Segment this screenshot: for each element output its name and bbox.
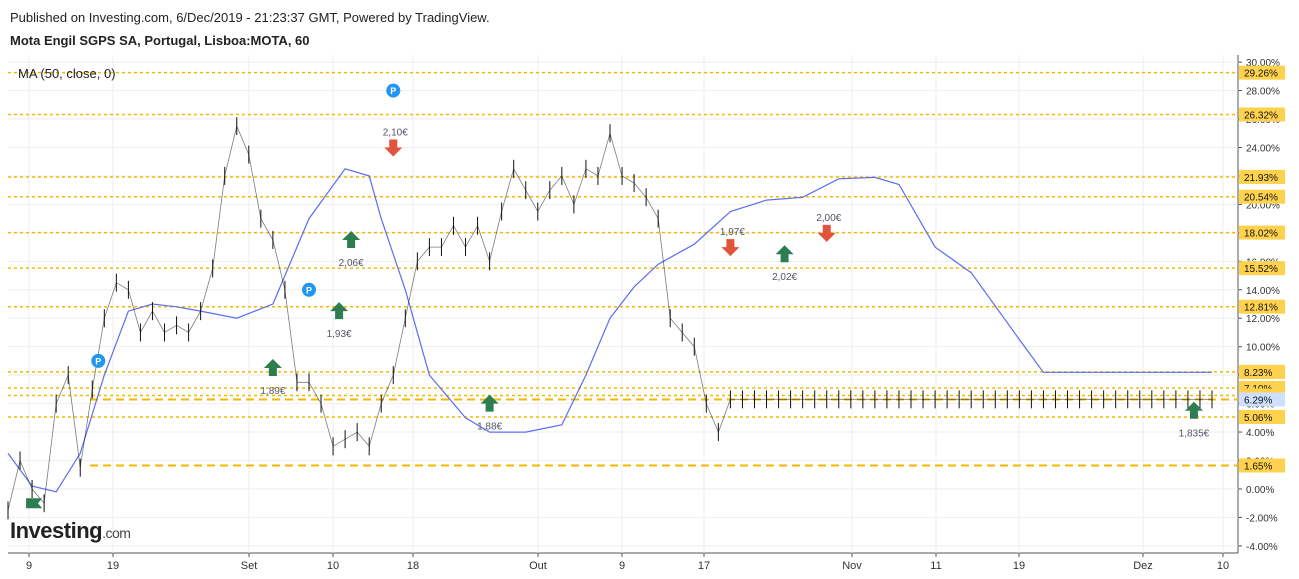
x-tick-label: 11 — [930, 560, 941, 572]
level-tag-label: 12.81% — [1244, 303, 1278, 314]
pin-icon-letter: P — [306, 285, 312, 295]
y-tick-label: 0.00% — [1246, 485, 1274, 496]
y-tick-label: 28.00% — [1246, 87, 1280, 98]
level-tag — [1239, 189, 1285, 204]
x-tick-label: Dez — [1133, 560, 1153, 572]
x-tick-label: Out — [529, 560, 547, 572]
published-line: Published on Investing.com, 6/Dec/2019 -… — [10, 10, 490, 25]
level-tag — [1239, 65, 1285, 80]
pin-icon — [386, 83, 401, 98]
level-tag-label: 5.06% — [1244, 413, 1272, 424]
y-tick-label: 24.00% — [1246, 143, 1280, 154]
y-tick-label: 20.00% — [1246, 200, 1280, 211]
buy-arrow-icon — [342, 230, 361, 248]
level-tag-label: 8.23% — [1244, 368, 1272, 379]
level-tag — [1239, 458, 1285, 473]
trade-price-label: 1,89€ — [260, 386, 285, 397]
x-tick-label: 17 — [698, 560, 710, 572]
level-tag — [1239, 392, 1285, 407]
x-tick-label: 10 — [1217, 560, 1229, 572]
investing-logo: Investing.com — [10, 518, 131, 544]
logo-domain: .com — [102, 525, 131, 541]
pin-icon-letter: P — [390, 86, 396, 96]
x-tick-label: 9 — [619, 560, 625, 572]
level-tag — [1239, 261, 1285, 276]
x-tick-label: 10 — [327, 560, 339, 572]
level-tag-label: 20.54% — [1244, 193, 1278, 204]
trade-price-label: 1,97€ — [720, 227, 745, 238]
y-tick-label: 4.00% — [1246, 428, 1274, 439]
trade-price-label: 1,88€ — [477, 422, 502, 433]
sell-arrow-icon — [384, 139, 403, 157]
y-tick-label: -2.00% — [1246, 513, 1278, 524]
x-tick-label: 18 — [407, 560, 419, 572]
level-tag — [1239, 107, 1285, 122]
x-tick-label: 19 — [107, 560, 119, 572]
y-tick-label: -4.00% — [1246, 542, 1278, 553]
buy-arrow-icon — [480, 394, 499, 412]
pin-icon — [91, 353, 106, 368]
y-tick-label: 30.00% — [1246, 58, 1280, 69]
level-tag-label: 1.65% — [1244, 461, 1272, 472]
symbol-title: Mota Engil SGPS SA, Portugal, Lisboa:MOT… — [10, 33, 310, 48]
level-tag-label: 29.26% — [1244, 69, 1278, 80]
buy-arrow-icon — [330, 302, 349, 320]
level-tag-label: 15.52% — [1244, 264, 1278, 275]
level-tag — [1239, 364, 1285, 379]
buy-arrow-icon — [775, 245, 794, 263]
sell-arrow-icon — [817, 224, 836, 242]
y-tick-label: 14.00% — [1246, 286, 1280, 297]
pin-icon — [302, 282, 316, 297]
y-tick-label: 10.00% — [1246, 343, 1280, 354]
logo-brand: Investing — [10, 518, 103, 543]
sell-arrow-icon — [721, 239, 740, 257]
buy-arrow-icon — [263, 359, 282, 377]
x-tick-label: Set — [241, 560, 258, 572]
y-tick-label: 12.00% — [1246, 314, 1280, 325]
indicator-label: MA (50, close, 0) — [18, 66, 116, 81]
level-tag-label: 21.93% — [1244, 173, 1278, 184]
buy-arrow-icon — [1184, 401, 1203, 419]
level-tag — [1239, 169, 1285, 184]
trade-price-label: 2,00€ — [816, 213, 841, 224]
ma-line — [7, 168, 1212, 493]
trade-price-label: 2,02€ — [772, 272, 797, 283]
trade-price-label: 2,10€ — [383, 127, 408, 138]
level-tag-label: 26.32% — [1244, 110, 1278, 121]
level-tag — [1239, 299, 1285, 314]
level-tag-label: 18.02% — [1244, 229, 1278, 240]
trade-price-label: 2,06€ — [339, 258, 364, 269]
pin-icon-letter: P — [95, 356, 101, 366]
x-tick-label: 19 — [1013, 560, 1025, 572]
level-tag-label: 6.29% — [1244, 395, 1272, 406]
x-tick-label: 9 — [26, 560, 32, 572]
level-tag — [1239, 225, 1285, 240]
start-flag-icon — [26, 498, 43, 509]
level-tag — [1239, 409, 1285, 424]
trade-price-label: 1,835€ — [1179, 429, 1210, 440]
price-line — [7, 124, 1212, 511]
trade-price-label: 1,93€ — [327, 329, 352, 340]
x-tick-label: Nov — [842, 560, 862, 572]
